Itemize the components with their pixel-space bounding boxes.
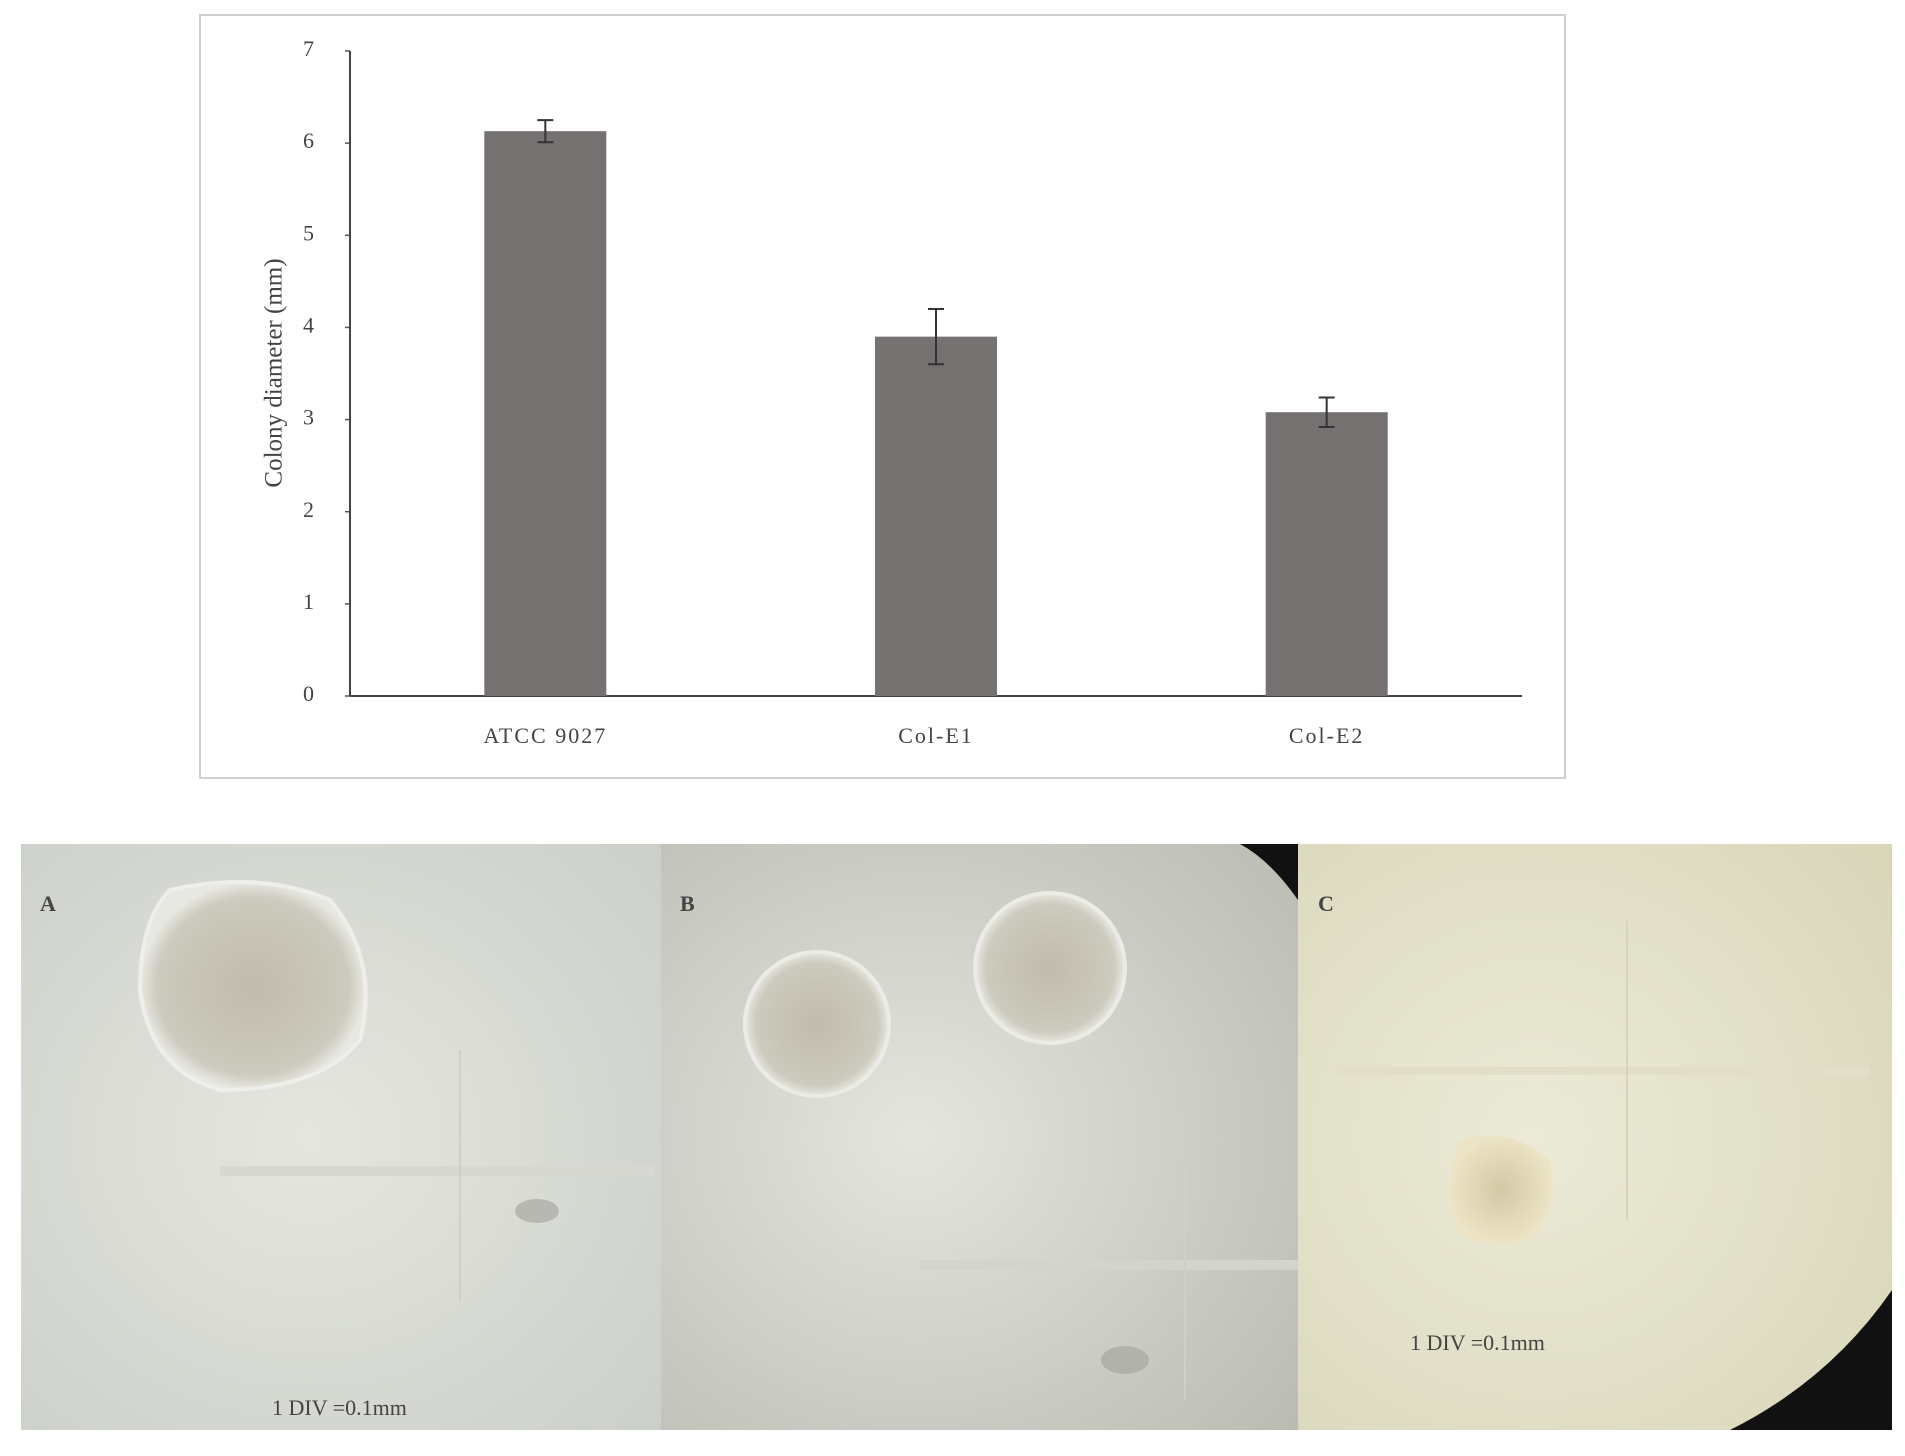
shadow	[1240, 844, 1298, 900]
x-tick-label: Col-E1	[898, 723, 974, 748]
spot	[1101, 1346, 1149, 1374]
y-tick-label: 2	[303, 497, 314, 522]
y-tick-label: 4	[303, 312, 314, 337]
photo	[1298, 844, 1892, 1430]
y-tick-label: 5	[303, 220, 314, 245]
colony	[1450, 1135, 1553, 1244]
scale-text: 1 DIV =0.1mm	[1410, 1330, 1545, 1355]
bar	[875, 336, 997, 696]
x-tick-label: ATCC 9027	[483, 723, 607, 748]
y-tick-label: 3	[303, 405, 314, 430]
colony	[973, 891, 1127, 1045]
error-bar	[1318, 396, 1335, 428]
photo	[661, 844, 1298, 1430]
colony	[137, 880, 368, 1093]
bar	[484, 131, 607, 696]
error-bar	[928, 308, 944, 366]
error-bar	[537, 119, 554, 144]
photo-panels: A B C 1 DIV =0.1mm 1 DIV =0.1mm	[21, 844, 1892, 1430]
scale-text: 1 DIV =0.1mm	[272, 1395, 407, 1420]
y-tick-label: 0	[303, 681, 314, 706]
y-axis-label: Colony diameter (mm)	[261, 258, 288, 487]
y-tick-label: 6	[303, 128, 314, 153]
panel-label: B	[680, 891, 695, 916]
shadow	[1730, 1290, 1892, 1430]
bar	[1265, 412, 1388, 696]
panel-label: A	[40, 891, 56, 916]
panel-label: C	[1318, 891, 1334, 916]
y-tick-label: 1	[303, 589, 314, 614]
spot	[515, 1199, 559, 1223]
colony	[743, 950, 891, 1098]
y-tick-label: 7	[303, 36, 314, 61]
x-tick-label: Col-E2	[1289, 723, 1365, 748]
